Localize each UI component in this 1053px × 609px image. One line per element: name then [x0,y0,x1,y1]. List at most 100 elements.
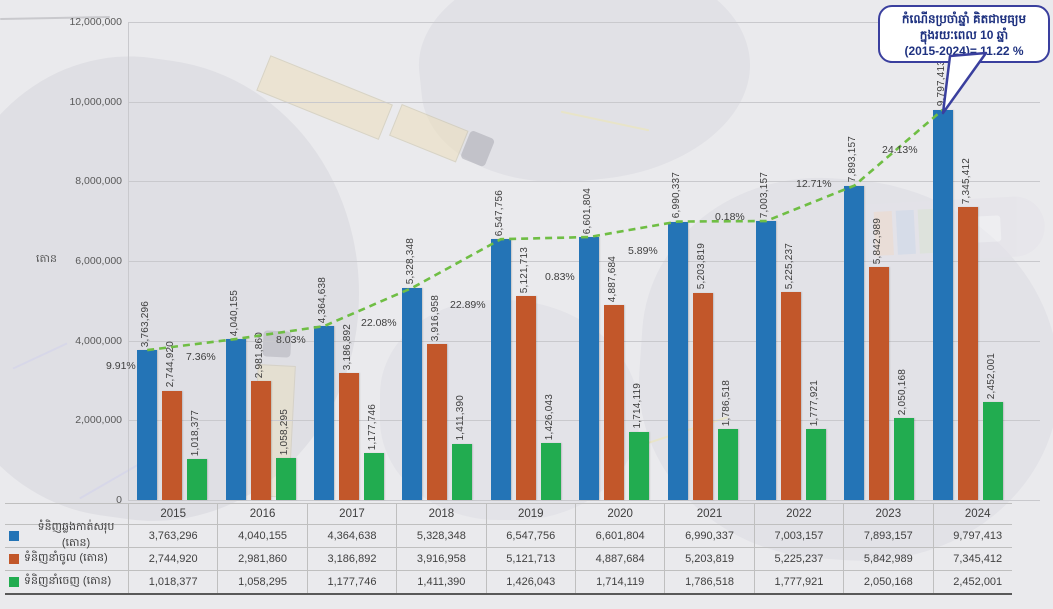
value-cell: 1,786,518 [664,571,753,593]
bar-export [275,457,296,500]
value-cell: 5,203,819 [664,548,753,570]
year-header: 2022 [753,504,843,524]
bar-total [402,287,423,500]
y-axis-title: តោន [36,253,57,265]
bar-value-label: 2,981,860 [253,331,265,379]
bar-export [540,443,561,500]
bar-import [692,292,713,500]
year-header: 2020 [574,504,664,524]
bar-total [932,109,953,500]
bar-total [137,350,158,500]
value-cell: 6,547,756 [485,525,575,547]
y-axis-line [128,22,129,500]
year-header: 2017 [306,504,396,524]
bar-value-label: 1,714,119 [632,383,644,429]
value-cell: 4,040,155 [217,525,306,547]
bar-total [756,221,776,500]
value-cell: 1,411,390 [396,571,485,593]
y-tick-label: 4,000,000 [75,334,122,347]
value-cell: 1,018,377 [128,571,217,593]
bar-import [957,207,978,500]
bar-import [869,267,890,500]
value-cell: 5,225,237 [753,548,843,570]
year-header: 2015 [128,504,217,524]
y-tick-label: 12,000,000 [69,16,122,28]
bar-value-label: 6,547,756 [493,189,505,237]
bar-value-label: 5,121,713 [518,246,530,293]
year-header: 2021 [664,504,753,524]
y-tick-label: 8,000,000 [75,175,122,188]
year-header: 2024 [932,504,1022,524]
growth-percent-label: 24.13% [882,144,918,156]
bar-value-label: 1,018,377 [190,410,202,457]
bar-import [781,291,801,500]
legend-swatch [9,554,19,564]
bar-value-label: 1,058,295 [278,408,290,455]
value-cell: 7,003,157 [753,525,843,547]
bar-export [452,443,473,500]
bar-import [604,305,625,500]
legend-cell: ទំនិញឆ្លងកាត់សរុប (តោន) [5,521,128,549]
bar-total [225,339,246,500]
y-tick-label: 2,000,000 [75,414,122,427]
gridline [128,500,1040,501]
legend-cell: ទំនិញនាំចូល (តោន) [5,548,128,570]
value-cell: 1,426,043 [485,571,575,593]
bar-total [844,185,865,500]
value-cell: 7,893,157 [843,525,932,547]
legend-label: ទំនិញនាំចេញ (តោន) [24,575,112,587]
bar-value-label: 1,786,518 [720,379,732,426]
bar-value-label: 3,916,958 [430,294,442,341]
bar-value-label: 2,452,001 [985,353,997,400]
value-cell: 2,452,001 [932,571,1022,593]
value-cell: 1,058,295 [217,571,306,593]
bar-value-label: 5,328,348 [405,238,417,285]
bar-import [515,295,536,500]
callout-line2: ក្នុងរយៈពេល 10 ឆ្នាំ [919,28,1009,42]
value-cell: 9,797,413 [932,525,1022,547]
value-cell: 6,990,337 [664,525,753,547]
callout-line3: (2015-2024)= 11.22 % [904,44,1024,58]
year-header: 2019 [485,504,575,524]
value-cell: 2,981,860 [217,548,306,570]
bar-value-label: 7,893,157 [847,136,859,183]
year-header: 2023 [843,504,932,524]
bar-export [629,431,650,500]
y-tick-label: 0 [116,494,122,506]
gridline [128,181,1040,183]
growth-percent-label: 9.91% [106,360,136,372]
bar-total [490,239,511,500]
bar-export [187,459,208,500]
data-table: 2015 2016 2017 2018 2019 2020 2021 2022 2023 2024… [5,503,1012,595]
bar-value-label: 4,364,638 [317,276,328,324]
year-header: 2016 [217,504,306,524]
growth-percent-label: 12.71% [796,178,832,190]
bar-value-label: 1,777,921 [809,379,820,427]
bar-value-label: 2,744,920 [165,341,177,388]
bar-value-label: 2,050,168 [897,369,909,416]
value-cell: 7,345,412 [932,548,1022,570]
bar-import [250,381,271,500]
bar-export [717,428,738,500]
table-header-row: 2015 2016 2017 2018 2019 2020 2021 2022 2023 2024 [5,504,1012,525]
table-row: ទំនិញនាំចេញ (តោន) 1,018,377 1,058,295 1,177… [5,571,1012,593]
bar-export [982,402,1003,500]
bar-export [364,453,384,500]
growth-percent-label: 0.18% [715,211,745,223]
value-cell: 1,177,746 [306,571,396,593]
bar-value-label: 1,411,390 [455,395,467,441]
value-cell: 3,186,892 [306,548,396,570]
gridline [128,22,1040,23]
callout-line1: កំណើនប្រចាំឆ្នាំ គិតជាមធ្យម [901,12,1027,26]
legend-swatch [9,577,19,587]
bar-value-label: 4,887,684 [607,256,619,303]
growth-percent-label: 22.08% [361,317,397,329]
value-cell: 3,916,958 [396,548,485,570]
table-row: ទំនិញឆ្លងកាត់សរុប (តោន) 3,763,296 4,040,15… [5,521,1012,549]
bar-value-label: 5,842,989 [872,217,884,265]
bar-value-label: 6,990,337 [670,172,682,219]
bar-value-label: 6,601,804 [582,187,594,235]
legend-swatch [9,531,19,541]
bar-value-label: 3,763,296 [140,300,152,348]
